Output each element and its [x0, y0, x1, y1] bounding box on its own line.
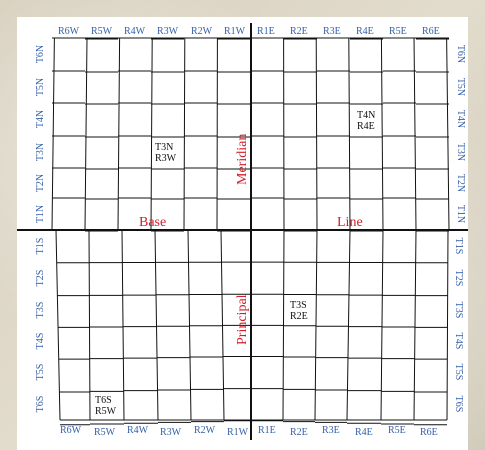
township-label: T6N: [35, 45, 46, 63]
top-range-labels: R6W R5W R4W R3W R2W R1W R1E R2E R3E R4E R5E R6E: [58, 26, 440, 37]
range-label-top: R6E: [422, 26, 440, 37]
range-label-top: R1W: [224, 26, 246, 37]
grid-vertical-south: [413, 229, 417, 421]
range-label-top: R4E: [356, 26, 374, 37]
grid-vertical-north: [150, 37, 153, 231]
range-label-bottom: R3W: [160, 427, 182, 438]
range-label-bottom: R1W: [227, 427, 249, 438]
cell-label-line2: R4E: [357, 121, 375, 132]
cell-label-line1: T3N: [155, 142, 173, 153]
township-labels-right: T6N T5N T4N T3N T2N T1N T1S T2S T3S T4S T5S T6S: [453, 45, 466, 413]
cell-label-t3n-r3w: T3N R3W: [155, 142, 177, 164]
grid-vertical-north: [84, 37, 88, 231]
range-label-top: R2W: [191, 26, 213, 37]
grid-vertical-north: [348, 37, 351, 231]
range-label-bottom: R2W: [194, 425, 216, 436]
diagram-panel: [17, 17, 468, 450]
meridian-label: Meridian: [235, 134, 250, 185]
range-label-bottom: R6E: [420, 427, 438, 438]
grid-vertical-south: [55, 229, 61, 421]
range-label-bottom: R5W: [94, 427, 116, 438]
range-label-top: R4W: [124, 26, 146, 37]
township-label: T4S: [453, 333, 464, 350]
cell-label-line1: T6S: [95, 395, 112, 406]
grid-vertical-north: [315, 37, 318, 231]
grid-vertical-south: [346, 229, 351, 421]
township-labels-left: T6N T5N T4N T3N T2N T1N T1S T2S T3S T4S T5S T6S: [35, 45, 46, 413]
cell-label-line2: R2E: [290, 311, 308, 322]
township-label: T6N: [455, 45, 466, 63]
range-label-top: R6W: [58, 26, 80, 37]
grid-vertical-south: [154, 229, 159, 421]
township-label: T1N: [35, 205, 46, 223]
grid-vertical-south: [88, 229, 91, 421]
township-label: T3S: [453, 302, 464, 319]
township-label: T4S: [35, 333, 46, 350]
grid-vertical-north: [413, 37, 417, 231]
base-label: Base: [139, 215, 166, 230]
axes: [17, 23, 468, 440]
grid-vertical-north: [183, 37, 186, 231]
range-label-top: R1E: [257, 26, 275, 37]
township-label: T4N: [35, 110, 46, 128]
township-label: T5N: [455, 78, 466, 96]
range-label-top: R3E: [323, 26, 341, 37]
grid-vertical-north: [117, 37, 121, 231]
cell-label-t6s-r5w: T6S R5W: [95, 395, 117, 417]
township-label: T1S: [35, 238, 46, 255]
township-label: T6S: [453, 396, 464, 413]
line-label: Line: [337, 215, 363, 230]
range-label-bottom: R2E: [290, 427, 308, 438]
labels: R6W R5W R4W R3W R2W R1W R1E R2E R3E R4E R5E R6E R6W…: [35, 26, 466, 438]
range-label-bottom: R4W: [127, 425, 149, 436]
township-label: T2N: [35, 174, 46, 192]
grid-vertical-north: [380, 37, 384, 231]
range-label-top: R5E: [389, 26, 407, 37]
township-label: T1N: [455, 205, 466, 223]
principal-label: Principal: [235, 294, 250, 345]
township-label: T3N: [455, 143, 466, 161]
range-label-bottom: R4E: [355, 427, 373, 438]
grid-vertical-north: [51, 37, 55, 231]
grid-vertical-north: [446, 37, 450, 231]
cell-label-line1: T3S: [290, 300, 307, 311]
range-label-bottom: R3E: [322, 425, 340, 436]
range-label-bottom: R1E: [258, 425, 276, 436]
township-label: T4N: [455, 110, 466, 128]
cell-label-line1: T4N: [357, 110, 375, 121]
grid-vertical-south: [380, 229, 384, 421]
grid-vertical-south: [187, 229, 192, 421]
township-label: T5N: [35, 78, 46, 96]
township-label: T1S: [453, 238, 464, 255]
township-label: T5S: [453, 364, 464, 381]
township-label: T6S: [35, 396, 46, 413]
grid-vertical-south: [121, 229, 125, 421]
range-label-bottom: R6W: [60, 425, 82, 436]
cell-label-line2: R5W: [95, 406, 117, 417]
cell-label-t3s-r2e: T3S R2E: [290, 300, 308, 322]
township-label: T3N: [35, 143, 46, 161]
grid-vertical-south: [314, 229, 318, 421]
township-label: T2N: [455, 174, 466, 192]
range-label-top: R3W: [157, 26, 179, 37]
range-label-top: R2E: [290, 26, 308, 37]
township-label: T5S: [35, 364, 46, 381]
range-label-bottom: R5E: [388, 425, 406, 436]
township-label: T2S: [35, 270, 46, 287]
bottom-range-labels: R6W R5W R4W R3W R2W R1W R1E R2E R3E R4E R5E R6E: [60, 425, 438, 438]
range-label-top: R5W: [91, 26, 113, 37]
grid-vertical-south: [446, 229, 449, 421]
cell-label-line2: R3W: [155, 153, 177, 164]
township-label: T3S: [35, 302, 46, 319]
township-label: T2S: [453, 270, 464, 287]
cell-label-t4n-r4e: T4N R4E: [357, 110, 375, 132]
